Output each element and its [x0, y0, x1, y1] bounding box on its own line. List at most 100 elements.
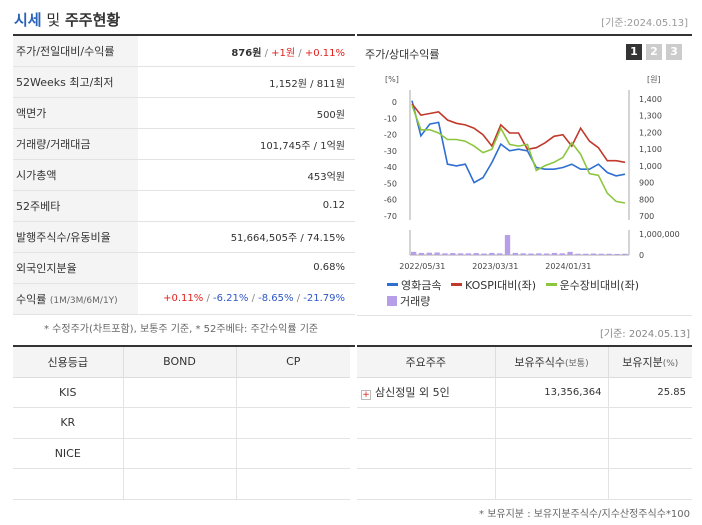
volume-bar — [450, 253, 456, 255]
table-row: + 삼신정밀 외 5인 13,356,364 25.85 — [357, 377, 692, 408]
x-tick-label: 2024/01/31 — [545, 262, 591, 271]
divider — [357, 34, 692, 36]
volume-bar — [598, 253, 605, 255]
price-values: 876원 / +1원 / +0.11% — [138, 36, 355, 68]
chart-tab-2[interactable]: 2 — [646, 44, 662, 60]
agency-cell: KR — [13, 407, 124, 439]
chart-tab-1[interactable]: 1 — [626, 44, 642, 60]
table-row: 52주베타 0.12 — [13, 190, 355, 222]
volume-bar — [442, 253, 448, 255]
row-label: 수익률 (1M/3M/6M/1Y) — [13, 283, 138, 315]
volume-bar — [528, 253, 534, 255]
return-3m: -6.21% — [213, 293, 249, 305]
row-value: 0.12 — [138, 190, 355, 222]
left-tick-label: -60 — [384, 196, 397, 205]
divider — [13, 34, 355, 36]
footnote-base-date: [기준: 2024.05.13] — [599, 329, 690, 340]
bond-cell — [123, 468, 237, 500]
volume-bar — [551, 252, 558, 255]
right-tick-label: 700 — [639, 212, 654, 221]
bond-cell — [123, 377, 237, 408]
cp-cell — [236, 407, 350, 439]
row-value: 453억원 — [138, 159, 355, 191]
pct-cell — [608, 438, 692, 469]
row-value: 500원 — [138, 97, 355, 130]
volume-bar — [567, 251, 573, 255]
series-line — [411, 105, 626, 204]
table-row — [13, 468, 350, 500]
row-label: 액면가 — [13, 97, 138, 130]
table-row — [357, 468, 692, 500]
volume-bar — [614, 253, 620, 255]
row-label: 시가총액 — [13, 159, 138, 191]
volume-bar — [520, 253, 526, 255]
volume-bar — [622, 253, 628, 255]
volume-bar — [457, 253, 464, 255]
divider — [357, 345, 692, 347]
holders-table: 주요주주 보유주식수(보통) 보유지분(%) + 삼신정밀 외 5인 13,356… — [357, 347, 692, 500]
table-row: 액면가 500원 — [13, 97, 355, 130]
shares-cell — [495, 468, 609, 500]
table-header: 신용등급 BOND CP — [13, 347, 350, 378]
holder-name-cell — [357, 468, 496, 500]
cp-cell — [236, 468, 350, 500]
price-table: 주가/전일대비/수익률 876원 / +1원 / +0.11% 52Weeks … — [13, 36, 355, 315]
legend-swatch — [545, 283, 557, 286]
table-row: 시가총액 453억원 — [13, 159, 355, 191]
row-value: 51,664,505주 / 74.15% — [138, 221, 355, 253]
volume-bar — [426, 252, 432, 255]
table-row: KIS — [13, 377, 350, 408]
volume-bar — [465, 253, 472, 255]
volume-bar — [559, 253, 565, 255]
volume-bar — [481, 253, 487, 255]
cp-cell — [236, 377, 350, 408]
title-sub: 주주현황 — [64, 11, 121, 29]
col-header: 보유주식수(보통) — [495, 347, 609, 378]
legend-item: 영화금속 — [387, 277, 441, 293]
title-main: 시세 — [14, 11, 42, 29]
volume-bar — [418, 252, 425, 255]
volume-bar — [411, 251, 417, 255]
volume-bar — [504, 235, 511, 255]
expand-icon[interactable]: + — [361, 390, 371, 401]
volume-bar — [489, 252, 495, 255]
volume-bar — [473, 253, 479, 255]
table-row: NICE — [13, 438, 350, 469]
volume-bar — [575, 253, 581, 255]
chart-tab-3[interactable]: 3 — [666, 44, 682, 60]
chart-legend: 영화금속 KOSPI대비(좌) 운수장비대비(좌) 거래량 — [387, 276, 687, 309]
agency-cell: KIS — [13, 377, 124, 408]
left-tick-label: -10 — [384, 114, 397, 123]
right-tick-label: 1,000 — [639, 162, 662, 171]
divider — [13, 345, 355, 347]
volume-bar — [590, 253, 597, 255]
returns-values: +0.11% / -6.21% / -8.65% / -21.79% — [138, 283, 355, 315]
volume-bar — [497, 253, 503, 255]
title-and: 및 — [46, 11, 61, 29]
bond-cell — [123, 438, 237, 469]
table-header: 주요주주 보유주식수(보통) 보유지분(%) — [357, 347, 692, 378]
series-line — [411, 100, 626, 184]
right-tick-label: 1,300 — [639, 112, 662, 121]
legend-item: 거래량 — [387, 293, 430, 309]
chart-panel: 주가/상대수익률 1 2 3 [%] [원] 0 -10 -20 -30 -40 -50 -60… — [357, 36, 692, 316]
row-value: 1,152원 / 811원 — [138, 66, 355, 99]
row-value: 101,745주 / 1억원 — [138, 128, 355, 161]
volume-tick-label: 1,000,000 — [639, 230, 680, 239]
row-value: 0.68% — [138, 252, 355, 284]
holder-name-cell — [357, 407, 496, 439]
pct-cell — [608, 407, 692, 439]
right-axis-unit: [원] — [647, 75, 661, 84]
row-label: 거래량/거래대금 — [13, 128, 138, 161]
shares-cell — [495, 407, 609, 439]
table-row: 외국인지분율 0.68% — [13, 252, 355, 284]
price-chart: [%] [원] 0 -10 -20 -30 -40 -50 -60 -70 1,400 1,300 1,… — [384, 75, 680, 271]
shares-cell — [495, 438, 609, 469]
chart-title: 주가/상대수익률 — [365, 48, 440, 61]
row-label: 외국인지분율 — [13, 252, 138, 284]
chart-tabs: 1 2 3 — [626, 44, 682, 60]
x-tick-label: 2022/05/31 — [399, 262, 445, 271]
footnote-holdings: * 보유지분 : 보유지분주식수/지수산정주식수*100 — [479, 509, 690, 520]
bond-cell — [123, 407, 237, 439]
table-row: KR — [13, 407, 350, 439]
